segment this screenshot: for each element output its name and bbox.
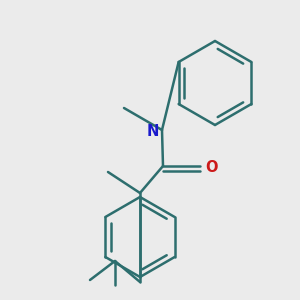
Text: O: O — [205, 160, 217, 175]
Text: N: N — [147, 124, 159, 140]
